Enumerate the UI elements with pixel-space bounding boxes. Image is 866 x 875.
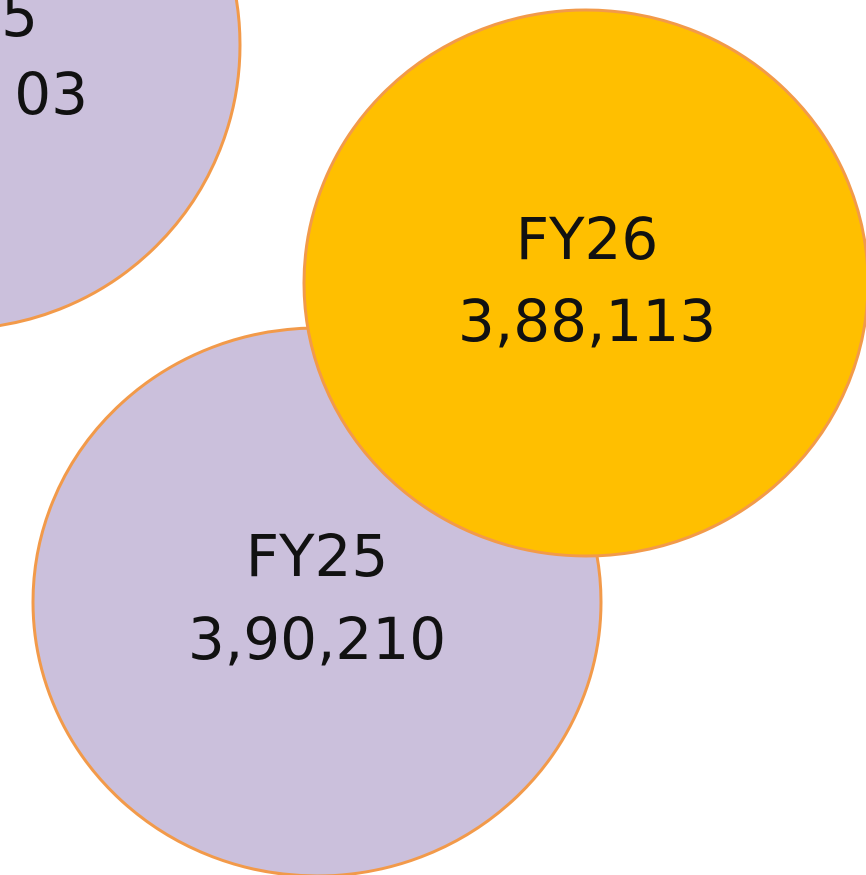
bubble-label: FY26	[516, 205, 659, 273]
bubble	[0, 0, 242, 327]
bubble-value: 3,88,113	[458, 287, 716, 355]
bubble-label: FY25	[246, 522, 389, 590]
bubble-value: 03	[14, 60, 88, 128]
bubble-value: 3,90,210	[188, 605, 446, 673]
bubble-label: 5	[1, 0, 38, 50]
bubble	[302, 8, 866, 558]
